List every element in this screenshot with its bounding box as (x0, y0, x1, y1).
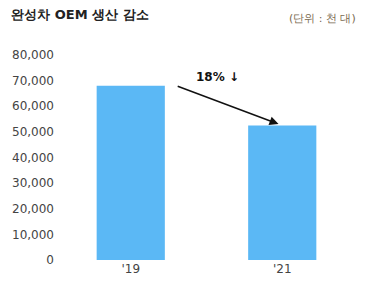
svg-text:0: 0 (46, 253, 54, 267)
svg-text:20,000: 20,000 (12, 202, 54, 216)
svg-text:40,000: 40,000 (12, 151, 54, 165)
svg-text:완성차 OEM 생산 감소: 완성차 OEM 생산 감소 (11, 7, 148, 22)
svg-text:(단위 : 천 대): (단위 : 천 대) (289, 12, 356, 25)
svg-text:80,000: 80,000 (12, 48, 54, 62)
svg-text:60,000: 60,000 (12, 99, 54, 113)
svg-text:'19: '19 (121, 262, 140, 276)
svg-text:70,000: 70,000 (12, 74, 54, 88)
svg-text:'21: '21 (273, 262, 292, 276)
svg-text:50,000: 50,000 (12, 125, 54, 139)
svg-text:18% ↓: 18% ↓ (196, 70, 239, 84)
svg-text:10,000: 10,000 (12, 228, 54, 242)
svg-text:30,000: 30,000 (12, 176, 54, 190)
